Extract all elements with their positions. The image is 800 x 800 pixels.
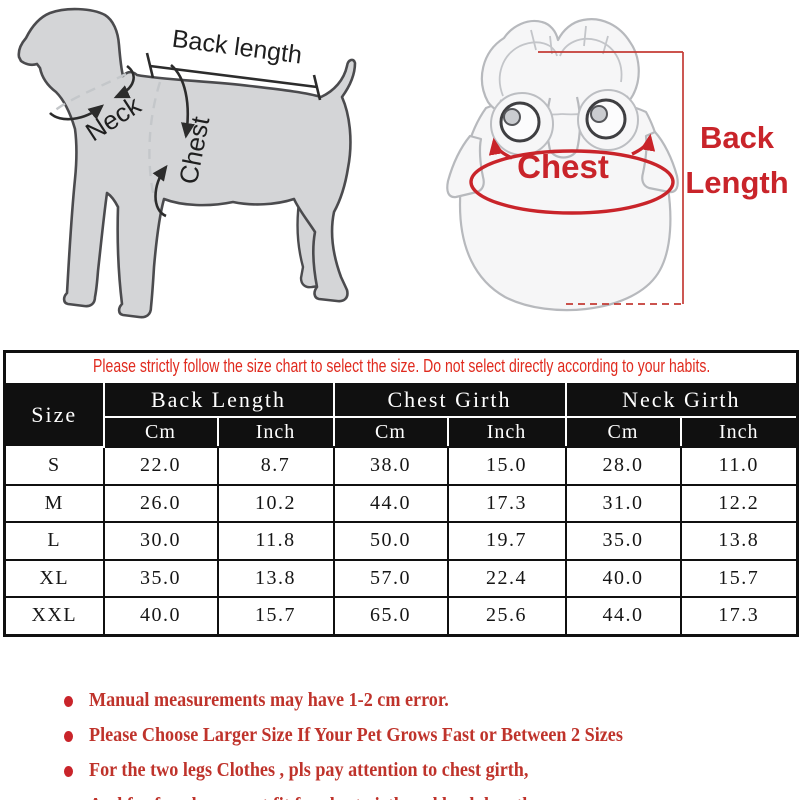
garment-diagram: Chest Back Length [446,18,789,312]
dog-diagram: Back length Neck Chest [17,7,357,319]
neck-girth-dashed-line [49,72,127,115]
cell-chest-cm: 38.0 [332,446,449,486]
cell-back-cm: 35.0 [102,558,219,598]
cell-back-inch: 10.2 [216,483,335,523]
cell-back-cm: 30.0 [102,521,219,561]
cell-back-inch: 11.8 [216,521,335,561]
neck-girth-arrow-upper [113,64,135,99]
neck-girth-arrow-lower [49,104,104,121]
cell-chest-cm: 57.0 [332,558,449,598]
column-header-chest-girth: Chest Girth [332,381,567,418]
cell-size: L [3,521,105,561]
size-chart-warning: Please strictly follow the size chart to… [93,356,711,376]
back-length-bracket [145,52,322,101]
column-header-back-length: Back Length [102,381,335,418]
cell-neck-cm: 35.0 [564,521,682,561]
cell-back-cm: 40.0 [102,596,219,636]
bullet-icon [64,730,73,742]
cell-neck-inch: 11.0 [679,446,799,486]
table-row-size-s: S 22.0 8.7 38.0 15.0 28.0 11.0 [3,446,799,486]
cell-neck-inch: 17.3 [679,596,799,636]
chest-girth-ellipse [469,149,675,215]
cell-back-inch: 13.8 [216,558,335,598]
cell-chest-cm: 65.0 [332,596,449,636]
cell-back-inch: 15.7 [216,596,335,636]
garment-chest-label: Chest [517,148,609,185]
note-line: For the two legs Clothes , pls pay atten… [64,760,800,782]
unit-header-chest-inch: Inch [446,416,567,448]
unit-header-neck-inch: Inch [679,416,799,448]
garment-iris-left [503,108,521,126]
cell-neck-cm: 28.0 [564,446,682,486]
note-line: Please Choose Larger Size If Your Pet Gr… [64,725,800,747]
unit-header-neck-cm: Cm [564,416,682,448]
column-header-neck-girth: Neck Girth [564,381,799,418]
bullet-icon [64,765,73,777]
unit-header-chest-cm: Cm [332,416,449,448]
cell-neck-cm: 44.0 [564,596,682,636]
table-row-size-m: M 26.0 10.2 44.0 17.3 31.0 12.2 [3,483,799,523]
cell-neck-cm: 31.0 [564,483,682,523]
back-length-measure-line [538,51,684,305]
table-row-size-l: L 30.0 11.8 50.0 19.7 35.0 13.8 [3,521,799,561]
note-text: And for four legs, must fit for chest gi… [89,795,537,800]
garment-sleeve-left [446,134,485,199]
unit-header-back-inch: Inch [216,416,335,448]
note-text: Please Choose Larger Size If Your Pet Gr… [89,724,623,746]
table-row-size-xxl: XXL 40.0 15.7 65.0 25.6 44.0 17.3 [3,596,799,636]
cell-chest-inch: 22.4 [446,558,567,598]
note-line: Manual measurements may have 1-2 cm erro… [64,690,800,712]
measurement-diagrams: Back length Neck Chest [17,7,789,319]
cell-neck-inch: 13.8 [679,521,799,561]
dog-back-length-label: Back length [170,25,303,70]
cell-neck-inch: 12.2 [679,483,799,523]
garment-back-label-line1: Back [700,120,775,155]
chest-girth-dashed-line [148,81,162,203]
cell-back-inch: 8.7 [216,446,335,486]
unit-header-back-cm: Cm [102,416,219,448]
notes-section: Manual measurements may have 1-2 cm erro… [64,690,800,800]
note-text: For the two legs Clothes , pls pay atten… [89,759,529,781]
chest-arrow-left [488,137,513,160]
cell-size: S [3,446,105,486]
cell-size: M [3,483,105,523]
table-row-size-xl: XL 35.0 13.8 57.0 22.4 40.0 15.7 [3,558,799,598]
note-continuation-line: And for four legs, must fit for chest gi… [89,795,800,800]
cell-chest-inch: 25.6 [446,596,567,636]
cell-size: XXL [3,596,105,636]
cell-chest-cm: 50.0 [332,521,449,561]
cell-chest-cm: 44.0 [332,483,449,523]
cell-back-cm: 26.0 [102,483,219,523]
cell-neck-cm: 40.0 [564,558,682,598]
cell-chest-inch: 19.7 [446,521,567,561]
bullet-icon [64,695,73,707]
garment-iris-right [590,105,608,123]
note-text: Manual measurements may have 1-2 cm erro… [89,689,449,711]
size-chart-table: Please strictly follow the size chart to… [3,350,800,637]
column-header-size: Size [3,381,105,448]
cell-size: XL [3,558,105,598]
cell-chest-inch: 17.3 [446,483,567,523]
cell-neck-inch: 15.7 [679,558,799,598]
chest-girth-arrow-lower [152,164,168,218]
garment-back-label-line2: Length [685,165,788,200]
chest-arrow-right [631,133,656,156]
cell-chest-inch: 15.0 [446,446,567,486]
cell-back-cm: 22.0 [102,446,219,486]
